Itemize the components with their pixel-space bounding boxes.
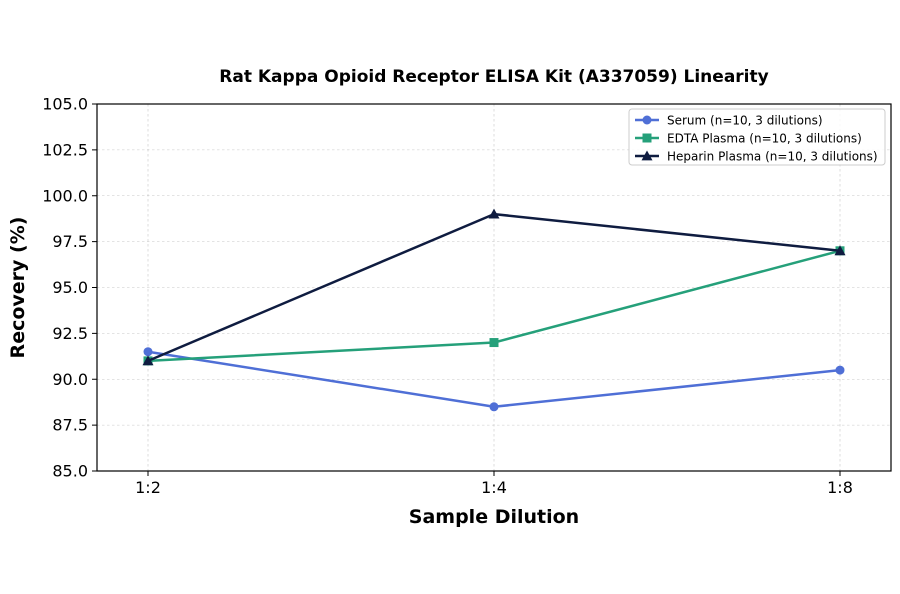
data-point xyxy=(489,402,499,412)
legend-label: Heparin Plasma (n=10, 3 dilutions) xyxy=(667,150,878,164)
x-axis-label: Sample Dilution xyxy=(409,506,579,528)
data-point xyxy=(488,208,500,219)
legend-item: Heparin Plasma (n=10, 3 dilutions) xyxy=(635,150,878,164)
series-1 xyxy=(143,347,845,412)
x-tick-label: 1:8 xyxy=(827,478,853,497)
y-tick-label: 95.0 xyxy=(52,278,88,297)
legend-item: Serum (n=10, 3 dilutions) xyxy=(635,114,823,128)
y-tick-label: 90.0 xyxy=(52,370,88,389)
x-tick-label: 1:2 xyxy=(135,478,161,497)
series-3 xyxy=(142,208,846,366)
x-tick-label: 1:4 xyxy=(481,478,507,497)
axis-ticks: 85.0 87.5 90.0 92.5 95.0 97.5 100.0 102.5 105.0 1… xyxy=(42,95,853,498)
y-axis-label: Recovery (%) xyxy=(7,217,29,359)
y-tick-label: 97.5 xyxy=(52,232,88,251)
data-point xyxy=(142,355,154,366)
legend-marker xyxy=(641,150,653,161)
chart-title: Rat Kappa Opioid Receptor ELISA Kit (A33… xyxy=(219,67,768,87)
series-layer xyxy=(142,208,846,412)
legend-label: Serum (n=10, 3 dilutions) xyxy=(667,114,823,128)
y-tick-label: 85.0 xyxy=(52,462,88,481)
legend-marker xyxy=(642,115,652,125)
legend-label: EDTA Plasma (n=10, 3 dilutions) xyxy=(667,132,862,146)
y-tick-label: 102.5 xyxy=(42,140,88,159)
data-point xyxy=(143,347,153,357)
data-point xyxy=(834,245,846,256)
legend-item: EDTA Plasma (n=10, 3 dilutions) xyxy=(635,132,862,146)
legend: Serum (n=10, 3 dilutions) EDTA Plasma (n=… xyxy=(628,108,886,166)
y-tick-label: 100.0 xyxy=(42,186,88,205)
legend-marker xyxy=(642,133,652,143)
y-tick-label: 105.0 xyxy=(42,95,88,114)
data-point xyxy=(489,338,499,348)
data-point xyxy=(835,365,845,375)
y-tick-label: 87.5 xyxy=(52,416,88,435)
y-tick-label: 92.5 xyxy=(52,324,88,343)
legend-box xyxy=(628,108,886,166)
